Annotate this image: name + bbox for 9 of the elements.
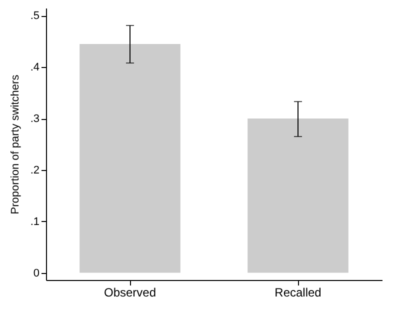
x-tick-label: Observed — [104, 286, 156, 300]
y-tick-label: .5 — [30, 10, 40, 22]
y-tick-label: 0 — [33, 267, 40, 280]
y-tick-label: .3 — [30, 113, 40, 126]
y-axis-title: Proportion of party switchers — [9, 74, 22, 214]
y-tick-label: .2 — [30, 164, 40, 176]
x-tick-label: Recalled — [274, 286, 322, 300]
y-tick-label: .1 — [30, 216, 40, 228]
y-tick-label: .4 — [30, 62, 40, 74]
